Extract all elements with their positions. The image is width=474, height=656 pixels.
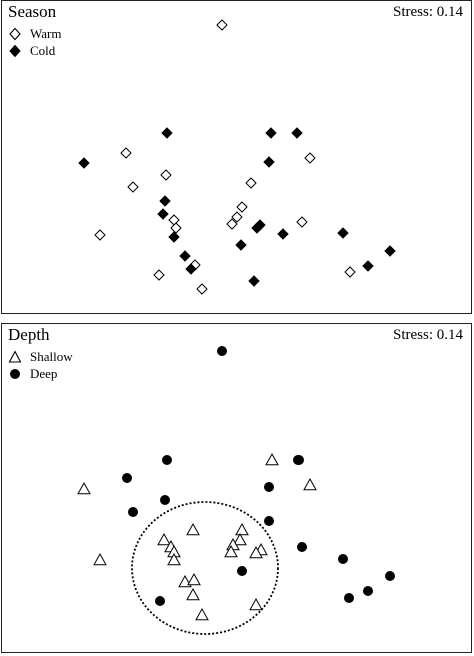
- point-warm: [231, 211, 243, 223]
- point-shallow: [195, 607, 209, 621]
- point-warm: [196, 283, 208, 295]
- point-warm: [127, 181, 139, 193]
- legend-label: Cold: [30, 42, 56, 58]
- point-deep: [162, 455, 172, 465]
- point-deep: [217, 346, 227, 356]
- point-shallow: [93, 552, 107, 566]
- point-cold: [248, 275, 260, 287]
- legend-item-shallow: Shallow: [8, 348, 73, 365]
- point-cold: [157, 208, 169, 220]
- point-warm: [226, 218, 238, 230]
- point-cold: [78, 157, 90, 169]
- filled-circle-icon: [10, 368, 20, 379]
- point-shallow: [249, 545, 263, 559]
- legend-label: Warm: [30, 25, 62, 41]
- stress-label: Stress: 0.14: [392, 327, 463, 343]
- point-warm: [160, 169, 172, 181]
- point-shallow: [77, 481, 91, 495]
- legend-label: Deep: [30, 365, 58, 381]
- point-cold: [263, 156, 275, 168]
- grouping-ellipse: [131, 501, 279, 635]
- point-warm: [296, 216, 308, 228]
- panel-title: Season: [8, 2, 57, 21]
- open-diamond-icon: [9, 27, 21, 40]
- point-cold: [179, 250, 191, 262]
- point-cold: [251, 222, 263, 234]
- point-shallow: [265, 452, 279, 466]
- point-deep: [294, 455, 304, 465]
- point-cold: [235, 239, 247, 251]
- stress-label: Stress: 0.14: [392, 4, 463, 20]
- point-cold: [337, 227, 349, 239]
- point-deep: [363, 586, 373, 596]
- point-cold: [159, 195, 171, 207]
- legend: Shallow Deep: [8, 348, 73, 382]
- point-shallow: [224, 544, 238, 558]
- legend-item-cold: Cold: [8, 42, 61, 59]
- point-shallow: [186, 587, 200, 601]
- point-warm: [304, 152, 316, 164]
- point-deep: [160, 495, 170, 505]
- point-shallow: [157, 532, 171, 546]
- point-deep: [264, 516, 274, 526]
- point-deep: [338, 554, 348, 564]
- legend-label: Shallow: [30, 348, 73, 364]
- point-cold: [291, 127, 303, 139]
- point-cold: [362, 260, 374, 272]
- legend-item-deep: Deep: [8, 365, 73, 382]
- point-warm: [245, 177, 257, 189]
- point-warm: [94, 229, 106, 241]
- legend-item-warm: Warm: [8, 25, 61, 42]
- point-deep: [237, 566, 247, 576]
- point-deep: [264, 482, 274, 492]
- point-cold: [277, 228, 289, 240]
- point-warm: [168, 214, 180, 226]
- point-warm: [170, 222, 182, 234]
- point-cold: [161, 127, 173, 139]
- open-triangle-icon: [8, 349, 22, 363]
- point-cold: [185, 263, 197, 275]
- point-shallow: [235, 522, 249, 536]
- filled-diamond-icon: [9, 44, 21, 57]
- point-warm: [153, 269, 165, 281]
- point-deep: [297, 542, 307, 552]
- point-deep: [155, 596, 165, 606]
- season-panel: Season Stress: 0.14 Warm Cold: [1, 0, 472, 314]
- point-cold: [384, 245, 396, 257]
- panel-title: Depth: [8, 325, 50, 344]
- legend: Warm Cold: [8, 25, 61, 59]
- point-warm: [120, 147, 132, 159]
- point-deep: [344, 593, 354, 603]
- point-shallow: [303, 477, 317, 491]
- point-warm: [236, 201, 248, 213]
- point-shallow: [167, 552, 181, 566]
- point-warm: [216, 19, 228, 31]
- point-shallow: [187, 572, 201, 586]
- point-deep: [385, 571, 395, 581]
- point-deep: [122, 473, 132, 483]
- point-deep: [128, 507, 138, 517]
- point-cold: [168, 231, 180, 243]
- point-shallow: [186, 522, 200, 536]
- point-warm: [344, 266, 356, 278]
- point-cold: [265, 127, 277, 139]
- point-shallow: [249, 597, 263, 611]
- point-shallow: [233, 532, 247, 546]
- depth-panel: Depth Stress: 0.14 Shallow Deep: [1, 323, 472, 653]
